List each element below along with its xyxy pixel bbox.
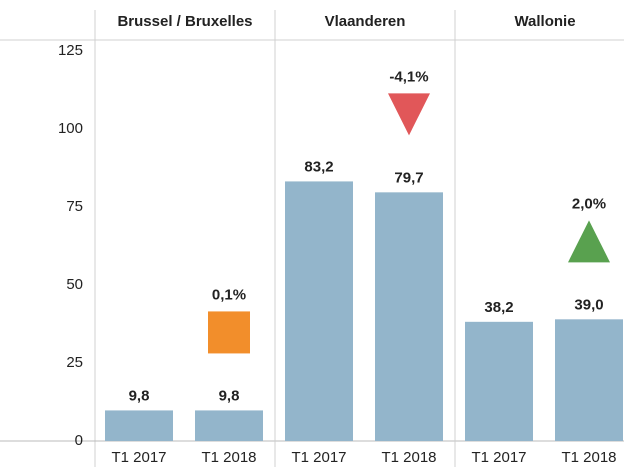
- x-tick-label: T1 2018: [201, 449, 256, 466]
- value-label: 83,2: [304, 158, 333, 175]
- change-indicator: [208, 311, 250, 354]
- x-tick-label: T1 2017: [111, 449, 166, 466]
- panel-title: Vlaanderen: [325, 13, 406, 30]
- y-tick-label: 0: [75, 432, 83, 449]
- y-tick-label: 50: [66, 276, 83, 293]
- x-tick-label: T1 2017: [471, 449, 526, 466]
- bar: [465, 321, 533, 441]
- y-tick-label: 100: [58, 120, 83, 137]
- bar: [375, 192, 443, 441]
- change-label: -4,1%: [389, 68, 428, 85]
- bar: [105, 410, 173, 441]
- bar: [555, 319, 623, 441]
- change-indicator: [388, 93, 430, 136]
- value-label: 9,8: [219, 387, 240, 404]
- y-tick-label: 25: [66, 354, 83, 371]
- change-indicator: [568, 220, 610, 263]
- x-tick-label: T1 2018: [381, 449, 436, 466]
- y-tick-label: 125: [58, 42, 83, 59]
- x-tick-label: T1 2018: [561, 449, 616, 466]
- change-label: 0,1%: [212, 286, 246, 303]
- value-label: 39,0: [574, 296, 603, 313]
- value-label: 79,7: [394, 169, 423, 186]
- bar: [195, 410, 263, 441]
- bar: [285, 181, 353, 441]
- value-label: 9,8: [129, 387, 150, 404]
- change-label: 2,0%: [572, 195, 606, 212]
- x-tick-label: T1 2017: [291, 449, 346, 466]
- value-label: 38,2: [484, 299, 513, 316]
- panel-title: Brussel / Bruxelles: [117, 13, 252, 30]
- panel-title: Wallonie: [514, 13, 575, 30]
- y-tick-label: 75: [66, 198, 83, 215]
